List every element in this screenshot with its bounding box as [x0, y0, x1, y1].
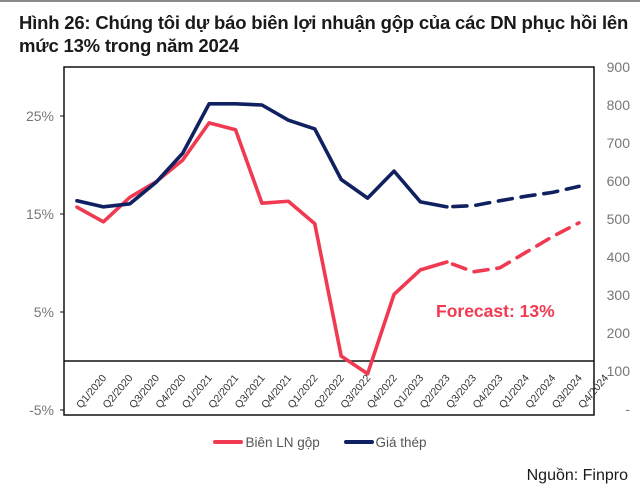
margin-line-actual [75, 121, 449, 376]
right-axis-label: 500 [607, 211, 631, 227]
right-axis-label: 300 [607, 287, 631, 303]
right-axis-label: 900 [607, 59, 631, 75]
legend-item-steel: Giá thép [343, 434, 427, 450]
right-axis-label: 100 [607, 363, 631, 379]
legend-swatch-navy [343, 440, 374, 444]
right-axis-label: 700 [607, 135, 631, 151]
legend-label: Biên LN gộp [245, 434, 320, 450]
right-axis-label: - [625, 401, 630, 417]
legend-item-margin: Biên LN gộp [213, 434, 320, 450]
right-axis-label: 600 [607, 173, 631, 189]
right-axis-label: 800 [607, 97, 631, 113]
left-axis-label: 5% [34, 304, 54, 320]
forecast-annotation: Forecast: 13% [436, 301, 555, 321]
left-axis-label: 25% [26, 108, 54, 124]
steel-price-line-actual [75, 102, 449, 209]
legend-label: Giá thép [375, 434, 427, 450]
margin-line-forecast [445, 221, 581, 274]
steel-price-line-forecast [445, 184, 581, 209]
right-axis-label: 400 [607, 249, 631, 265]
legend: Biên LN gộp Giá thép [0, 432, 640, 450]
right-axis-label: 200 [607, 325, 631, 341]
source-note: Nguồn: Finpro [526, 467, 628, 484]
chart-title: Hình 26: Chúng tôi dự báo biên lợi nhuận… [19, 12, 629, 56]
left-axis-label: 15% [26, 206, 54, 222]
plot-frame [63, 66, 595, 416]
left-axis-label: -5% [29, 402, 54, 418]
legend-swatch-red [213, 440, 244, 444]
top-border [0, 0, 640, 2]
